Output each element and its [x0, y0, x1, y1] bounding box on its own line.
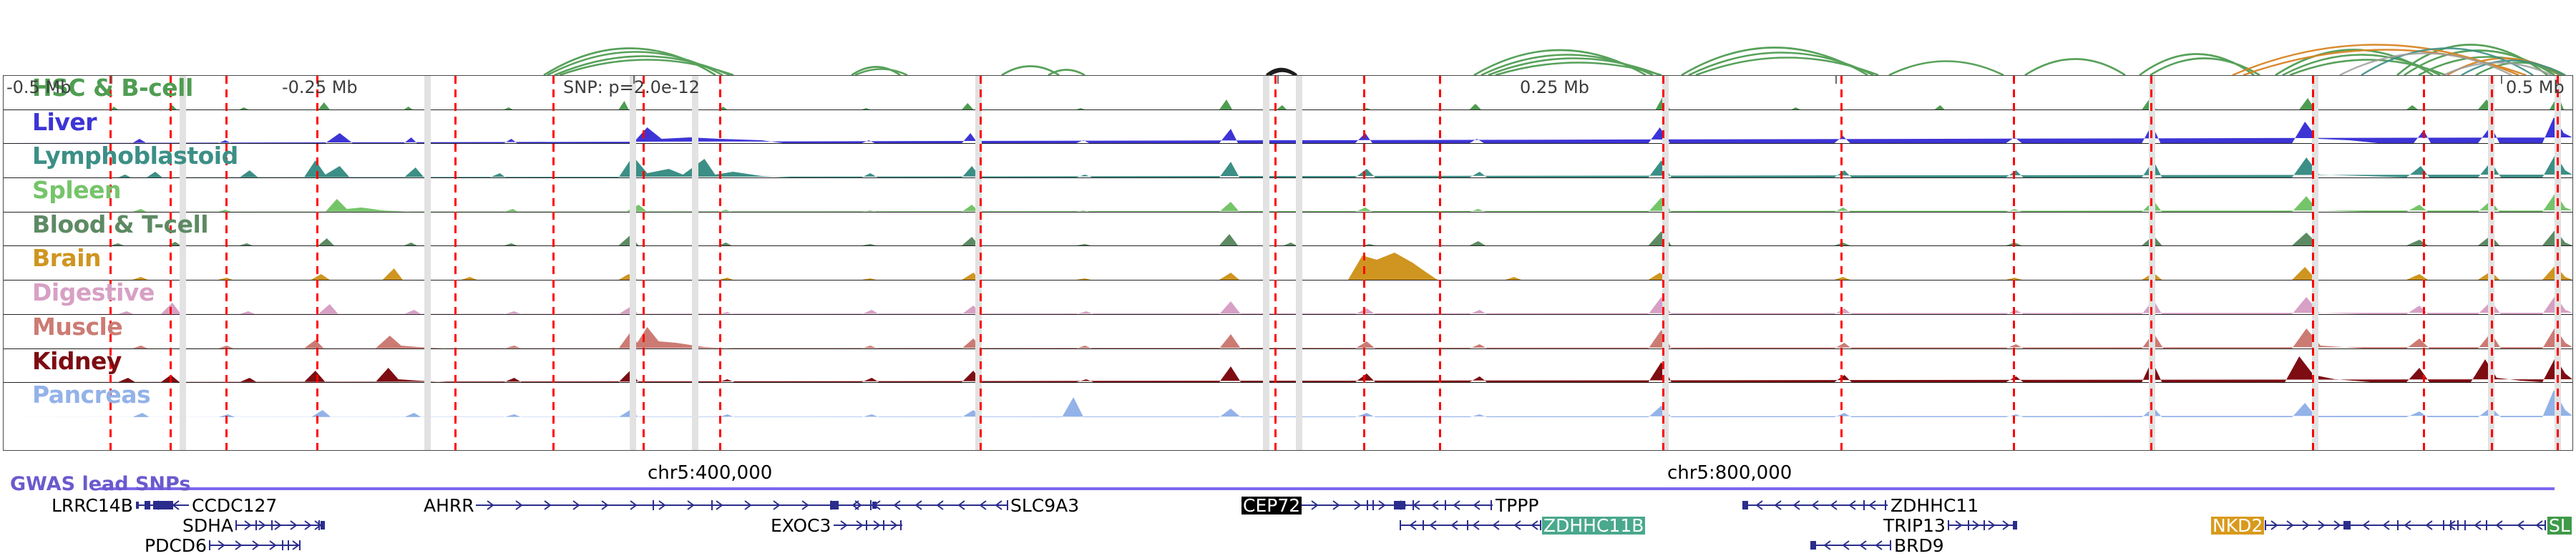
gene-body-icon	[475, 498, 877, 512]
coordinate-label-right: chr5:800,000	[1667, 462, 1792, 484]
gene-label: SL	[2547, 514, 2572, 536]
axis-tick	[1277, 76, 1279, 84]
track-kidney[interactable]: Kidney	[4, 349, 2572, 384]
track-spleen[interactable]: Spleen	[4, 178, 2572, 213]
genomic-axis	[4, 76, 2572, 84]
gene-body-icon	[1399, 518, 1542, 532]
axis-label-right: 0.5 Mb	[2506, 77, 2565, 97]
track-pancreas[interactable]: Pancreas	[4, 383, 2572, 417]
gene-label: PDCD6	[145, 535, 207, 556]
track-brain[interactable]: Brain	[4, 246, 2572, 281]
axis-tick	[1835, 76, 1837, 84]
gene-label: ZDHHC11B	[1542, 514, 1646, 536]
coordinate-label-left: chr5:400,000	[648, 462, 773, 484]
track-label: Brain	[32, 246, 102, 273]
arcs-svg	[543, 44, 2566, 76]
gene-body-icon	[1810, 538, 1893, 552]
gene-label: SDHA	[182, 514, 234, 536]
track-liver[interactable]: Liver	[4, 110, 2572, 145]
gene-body-icon	[1394, 498, 1494, 512]
gene-cep72[interactable]: CEP72	[1241, 495, 1416, 514]
signal-lymphoblastoid	[4, 146, 2572, 178]
signal-liver	[4, 112, 2572, 144]
track-label: Muscle	[32, 314, 123, 341]
track-label: Spleen	[32, 178, 121, 205]
axis-label-snp: SNP: p=2.0e-12	[563, 77, 700, 97]
track-label: Lymphoblastoid	[32, 144, 238, 170]
gene-label: LRRC14B	[52, 494, 133, 516]
gene-tppp[interactable]: TPPP	[1394, 495, 1541, 514]
gene-body-icon	[140, 498, 190, 512]
axis-label-left: -0.5 Mb	[6, 77, 72, 97]
signal-kidney	[4, 351, 2572, 383]
signal-tracks-panel: -0.5 Mb -0.25 Mb SNP: p=2.0e-12 0.25 Mb …	[3, 75, 2573, 451]
arc-group-green	[543, 44, 2566, 76]
gene-body-icon	[2343, 518, 2547, 532]
axis-tick	[111, 76, 112, 84]
axis-tick	[2501, 76, 2502, 84]
gene-label: SLC9A3	[1010, 494, 1080, 516]
gene-nkd2[interactable]: NKD2	[2211, 515, 2350, 535]
gene-body-icon	[1947, 518, 2019, 532]
gene-exoc3[interactable]: EXOC3	[769, 515, 904, 535]
gene-label: ZDHHC11	[1890, 494, 1979, 516]
gene-body-icon	[208, 538, 301, 552]
arc-group-grey	[2339, 52, 2552, 76]
signal-digestive	[4, 283, 2572, 314]
track-label: Blood & T-cell	[32, 212, 209, 238]
arc-group-black-focus	[1265, 67, 1298, 76]
track-label: Pancreas	[32, 383, 151, 409]
gene-label: AHRR	[424, 494, 474, 516]
gene-label: NKD2	[2211, 514, 2265, 536]
gene-label: CCDC127	[192, 494, 278, 516]
gene-body-icon	[832, 518, 904, 532]
gene-slc9a3[interactable]: SLC9A3	[830, 495, 1080, 514]
gene-body-icon	[1742, 498, 1889, 512]
track-label: Digestive	[32, 281, 155, 307]
gene-brd9[interactable]: BRD9	[1810, 535, 1946, 555]
gene-label: TPPP	[1496, 494, 1539, 516]
gene-body-icon	[2264, 518, 2350, 532]
axis-label-pos-quarter: 0.25 Mb	[1520, 77, 1590, 97]
track-blood-t-cell[interactable]: Blood & T-cell	[4, 213, 2572, 247]
gene-zdhhc11b[interactable]: ZDHHC11B	[1399, 514, 1646, 536]
gene-label: EXOC3	[771, 514, 831, 536]
gene-ccdc127[interactable]: CCDC127	[140, 495, 278, 514]
signal-pancreas	[4, 386, 2572, 417]
gene-zdhhc11[interactable]: ZDHHC11	[1742, 495, 1980, 514]
gene-ahrr[interactable]: AHRR	[422, 495, 877, 514]
gene-slc-partial[interactable]: SL	[2343, 515, 2572, 535]
signal-brain	[4, 248, 2572, 281]
gene-trip13[interactable]: TRIP13	[1882, 515, 2019, 535]
gene-label: TRIP13	[1883, 514, 1946, 536]
gene-pdcd6[interactable]: PDCD6	[143, 535, 301, 555]
gwas-lead-snps-label: GWAS lead SNPs	[10, 473, 191, 495]
signal-spleen	[4, 180, 2572, 212]
gene-annotation-panel: GWAS lead SNPs chr5:400,000 chr5:800,000…	[0, 451, 2576, 555]
signal-hsc-b-cell	[4, 78, 2572, 109]
track-label: HSC & B-cell	[32, 76, 193, 102]
track-hsc-b-cell[interactable]: HSC & B-cell	[4, 76, 2572, 110]
axis-label-neg-quarter: -0.25 Mb	[282, 77, 358, 97]
gene-sdha[interactable]: SDHA	[181, 515, 326, 535]
signal-muscle	[4, 317, 2572, 348]
gwas-lead-snp-axis	[100, 487, 2555, 490]
track-digestive[interactable]: Digestive	[4, 281, 2572, 315]
signal-blood-t-cell	[4, 214, 2572, 246]
track-label: Liver	[32, 109, 97, 136]
gene-body-icon	[235, 518, 326, 532]
track-muscle[interactable]: Muscle	[4, 315, 2572, 349]
gene-body-icon	[830, 498, 1009, 512]
interaction-arcs-panel	[0, 0, 2576, 76]
gene-label: BRD9	[1894, 535, 1944, 556]
gene-label: CEP72	[1241, 494, 1302, 516]
track-label: Kidney	[32, 348, 122, 375]
track-lymphoblastoid[interactable]: Lymphoblastoid	[4, 144, 2572, 179]
